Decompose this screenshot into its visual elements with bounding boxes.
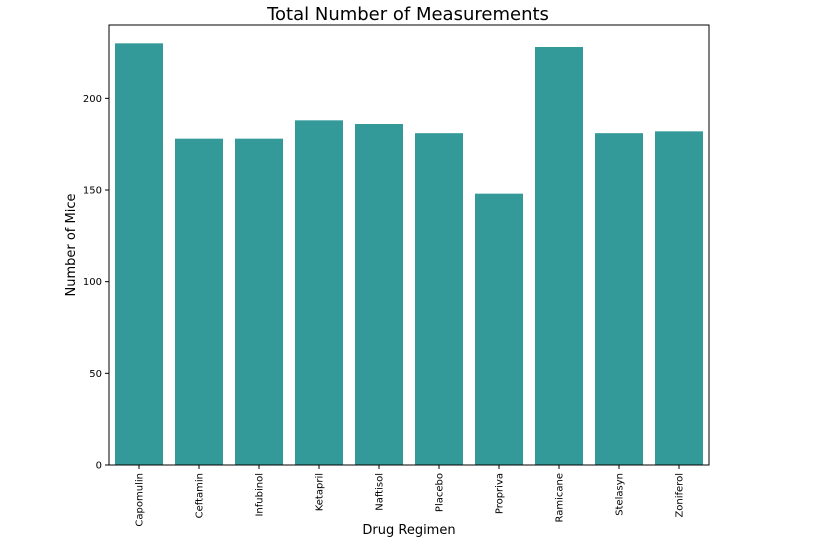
x-tick-label: Stelasyn	[615, 473, 626, 516]
bar-ceftamin	[175, 138, 223, 465]
plot-frame	[108, 24, 710, 466]
x-tick-label: Capomulin	[135, 473, 146, 527]
x-axis: Capomulin Ceftamin Infubinol Ketapril Naftis…	[135, 465, 686, 527]
y-tick-label: 0	[96, 461, 102, 472]
bar-zoniferol	[655, 131, 703, 466]
bar-placebo	[415, 133, 463, 465]
bar-propriva	[475, 193, 523, 465]
x-tick-label: Ramicane	[555, 473, 566, 523]
x-tick-label: Naftisol	[375, 473, 386, 511]
x-tick-label: Infubinol	[255, 473, 266, 517]
y-axis-label: Number of Mice	[64, 194, 79, 297]
bar-ketapril	[295, 120, 343, 465]
bar-capomulin	[115, 43, 163, 465]
x-tick-label: Placebo	[435, 473, 446, 512]
plot-area	[115, 43, 703, 466]
x-tick-label: Ketapril	[315, 473, 326, 511]
bar-naftisol	[355, 124, 403, 465]
bar-ramicane	[535, 47, 583, 465]
y-tick-label: 50	[89, 369, 102, 380]
y-tick-label: 100	[83, 277, 102, 288]
x-tick-label: Ceftamin	[195, 473, 206, 518]
chart-title: Total Number of Measurements	[266, 4, 549, 25]
bar-stelasyn	[595, 133, 643, 465]
x-tick-label: Propriva	[495, 473, 506, 514]
x-axis-label: Drug Regimen	[362, 523, 455, 538]
y-tick-label: 200	[83, 94, 102, 105]
bar-infubinol	[235, 138, 283, 465]
x-tick-label: Zoniferol	[675, 473, 686, 518]
y-axis: 0 50 100 150 200	[83, 94, 109, 472]
y-tick-label: 150	[83, 186, 102, 197]
